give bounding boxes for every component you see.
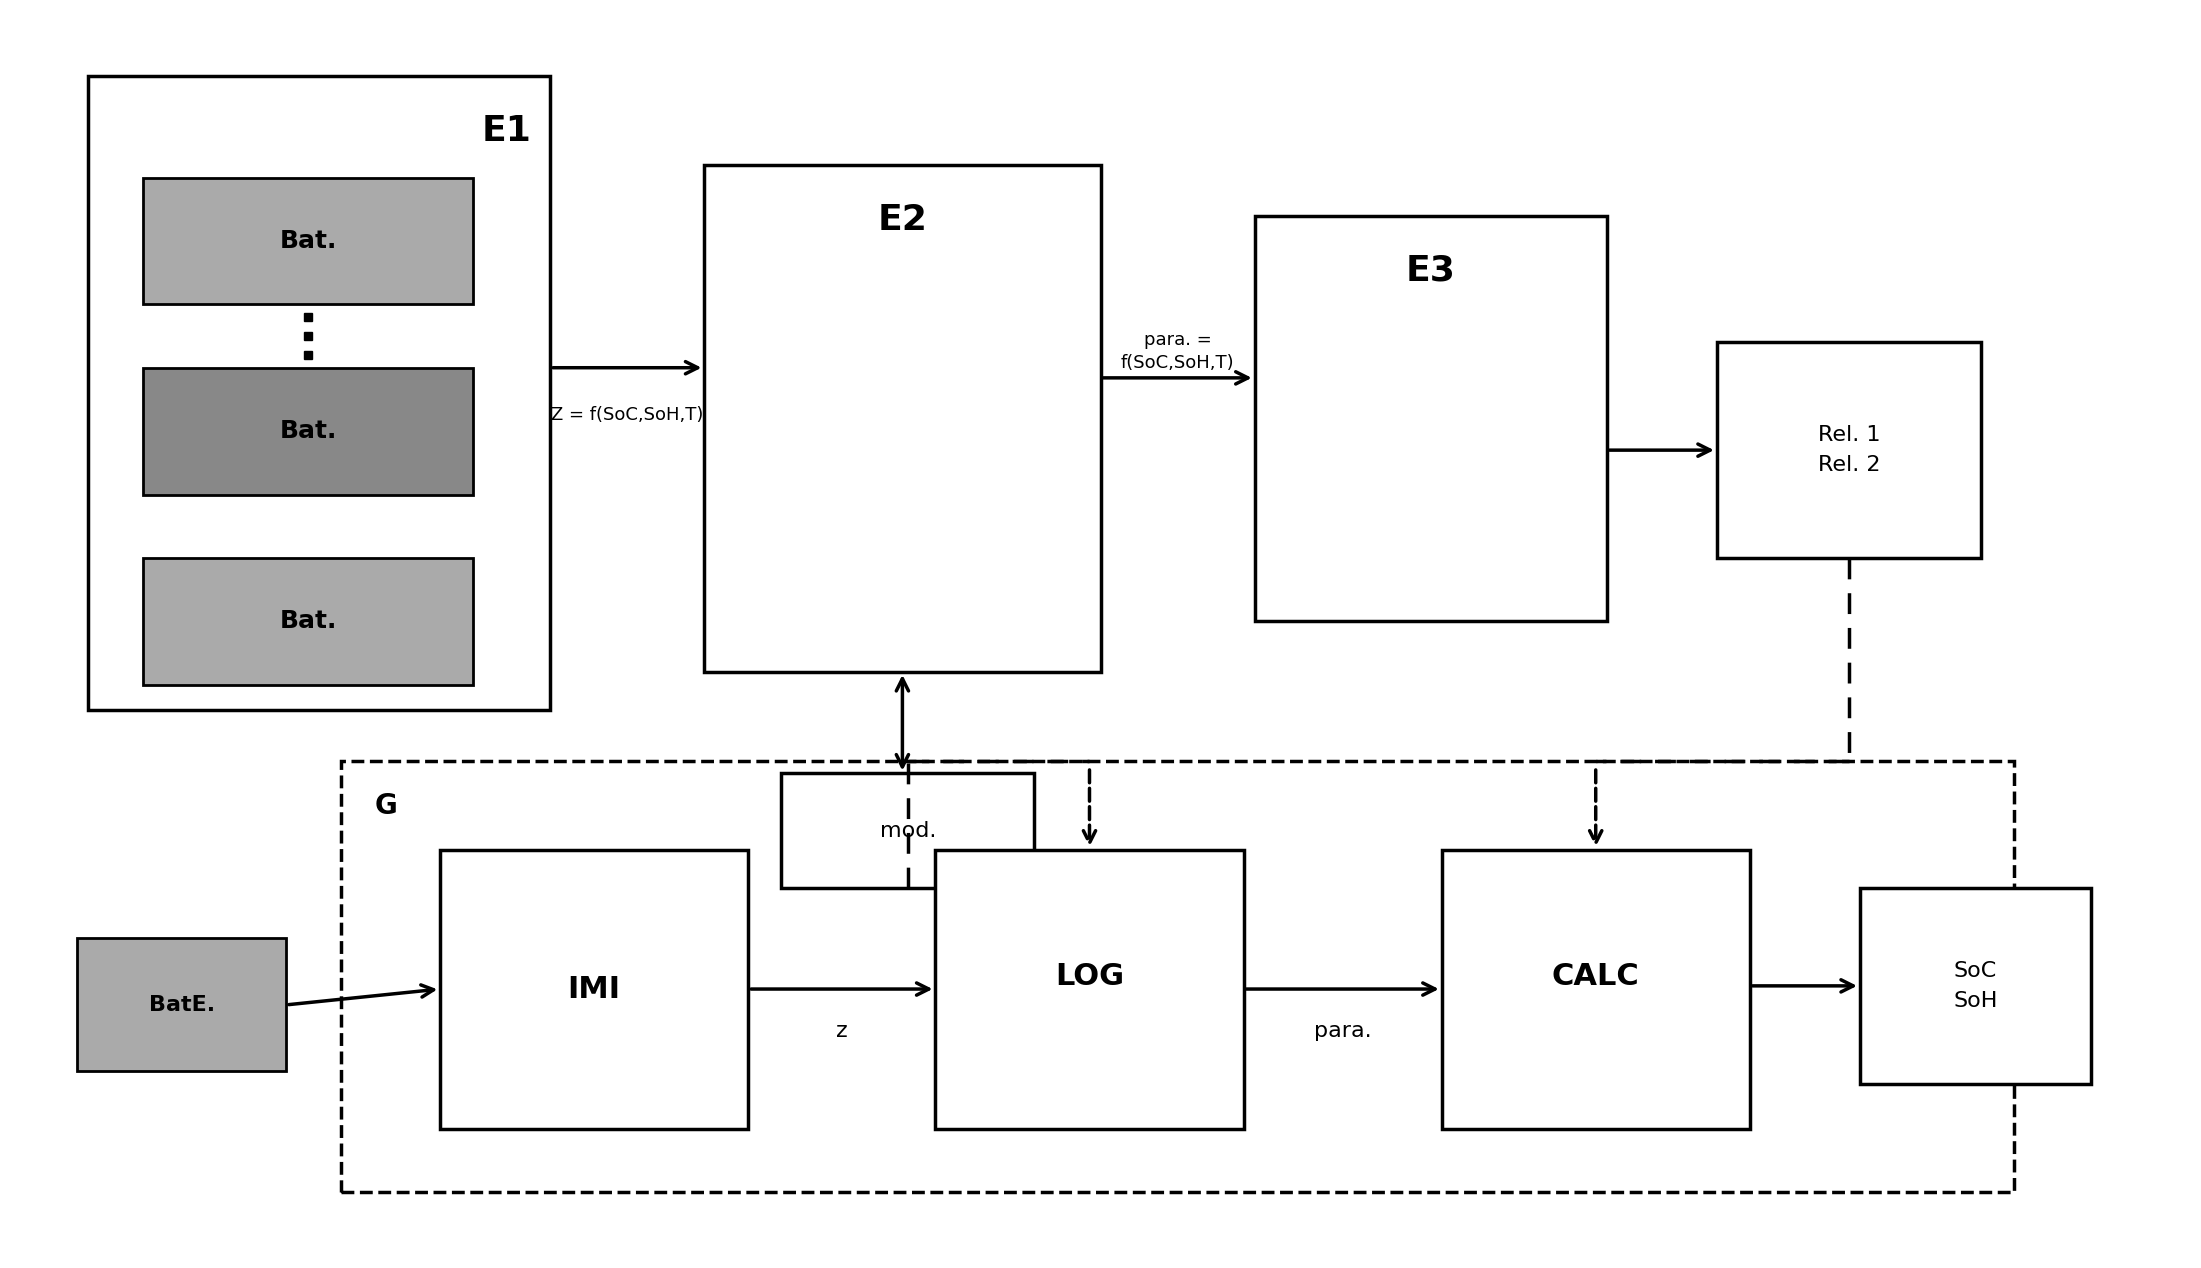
Text: Bat.: Bat. (280, 610, 337, 633)
Text: Rel. 1
Rel. 2: Rel. 1 Rel. 2 (1818, 425, 1880, 476)
FancyBboxPatch shape (1255, 216, 1607, 621)
Text: G: G (374, 792, 396, 820)
FancyBboxPatch shape (1860, 888, 2091, 1084)
Text: SoC
SoH: SoC SoH (1952, 961, 1999, 1011)
Text: para.: para. (1314, 1021, 1371, 1041)
FancyBboxPatch shape (143, 558, 473, 685)
FancyBboxPatch shape (781, 773, 1034, 888)
FancyBboxPatch shape (143, 178, 473, 304)
Text: Bat.: Bat. (280, 420, 337, 443)
Text: E2: E2 (878, 203, 927, 237)
FancyBboxPatch shape (143, 368, 473, 495)
Text: E3: E3 (1406, 254, 1455, 288)
FancyBboxPatch shape (440, 850, 748, 1129)
FancyBboxPatch shape (704, 165, 1100, 672)
Text: Bat.: Bat. (280, 230, 337, 252)
FancyBboxPatch shape (88, 76, 550, 710)
Text: Z = f(SoC,SoH,T): Z = f(SoC,SoH,T) (550, 406, 704, 424)
Text: IMI: IMI (568, 975, 621, 1003)
Text: mod.: mod. (880, 820, 935, 841)
FancyBboxPatch shape (1717, 342, 1981, 558)
Text: LOG: LOG (1054, 962, 1125, 990)
Text: CALC: CALC (1552, 962, 1640, 990)
Text: BatE.: BatE. (147, 995, 216, 1014)
Text: E1: E1 (482, 114, 530, 148)
FancyBboxPatch shape (935, 850, 1244, 1129)
FancyBboxPatch shape (1442, 850, 1750, 1129)
Text: z: z (836, 1021, 847, 1041)
Text: para. =
f(SoC,SoH,T): para. = f(SoC,SoH,T) (1120, 331, 1235, 372)
FancyBboxPatch shape (77, 938, 286, 1071)
